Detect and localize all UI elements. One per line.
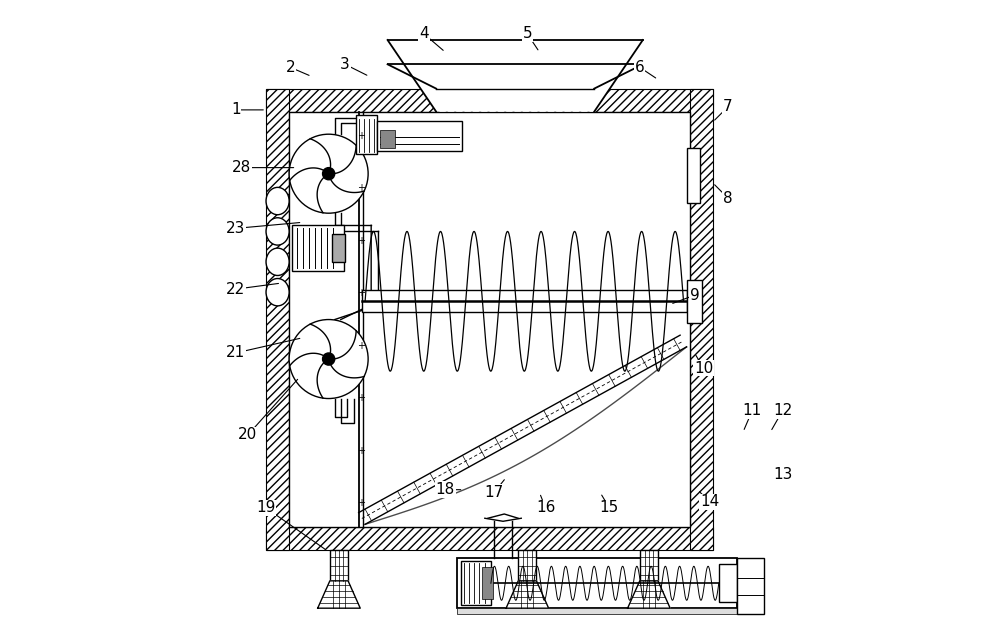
Bar: [380, 130, 395, 148]
Text: +: +: [357, 393, 365, 403]
Text: 15: 15: [600, 501, 619, 515]
Text: 16: 16: [536, 501, 555, 515]
Text: +: +: [357, 498, 365, 508]
Bar: [266, 89, 289, 551]
Text: 28: 28: [232, 160, 251, 175]
Text: 5: 5: [523, 27, 532, 41]
Bar: [330, 551, 348, 581]
Text: 11: 11: [743, 403, 762, 418]
Text: 12: 12: [773, 403, 792, 418]
Bar: [289, 111, 690, 527]
Text: 19: 19: [256, 501, 276, 515]
Polygon shape: [628, 581, 670, 608]
Text: 23: 23: [226, 221, 245, 236]
Bar: [690, 89, 713, 551]
Text: 9: 9: [690, 288, 699, 303]
Text: 6: 6: [635, 60, 645, 75]
Bar: [332, 234, 345, 262]
Circle shape: [289, 134, 368, 213]
Text: 2: 2: [286, 60, 295, 75]
Text: 10: 10: [694, 361, 713, 375]
Text: 14: 14: [700, 494, 719, 510]
Text: 7: 7: [723, 99, 733, 115]
Text: +: +: [357, 446, 365, 456]
Ellipse shape: [266, 248, 289, 275]
Bar: [457, 558, 737, 608]
Bar: [292, 225, 344, 271]
Bar: [266, 89, 713, 111]
Bar: [687, 280, 702, 323]
Bar: [266, 527, 713, 551]
Text: 3: 3: [340, 57, 350, 72]
Text: 17: 17: [484, 486, 504, 500]
Bar: [457, 608, 737, 614]
Bar: [482, 567, 493, 599]
Text: 1: 1: [231, 103, 240, 117]
Bar: [687, 148, 700, 203]
Ellipse shape: [266, 279, 289, 306]
Text: 4: 4: [419, 27, 429, 41]
Text: 22: 22: [226, 282, 245, 297]
Bar: [719, 565, 737, 602]
Ellipse shape: [266, 218, 289, 245]
Circle shape: [323, 168, 335, 180]
Polygon shape: [388, 40, 643, 111]
Text: +: +: [357, 131, 365, 141]
Text: 18: 18: [436, 482, 455, 497]
Ellipse shape: [266, 187, 289, 215]
Bar: [377, 121, 462, 151]
Bar: [640, 551, 658, 581]
Polygon shape: [318, 581, 360, 608]
Text: 21: 21: [226, 346, 245, 360]
Text: +: +: [357, 341, 365, 351]
Text: +: +: [357, 288, 365, 298]
Text: 8: 8: [723, 191, 733, 206]
Bar: [461, 561, 491, 605]
Circle shape: [323, 353, 335, 365]
Polygon shape: [506, 581, 549, 608]
Text: +: +: [357, 184, 365, 194]
Bar: [737, 558, 764, 614]
Bar: [356, 115, 377, 154]
Circle shape: [289, 320, 368, 399]
Text: +: +: [357, 236, 365, 246]
Bar: [518, 551, 536, 581]
Text: 13: 13: [773, 467, 792, 482]
Bar: [362, 291, 687, 312]
Text: 20: 20: [238, 427, 257, 442]
